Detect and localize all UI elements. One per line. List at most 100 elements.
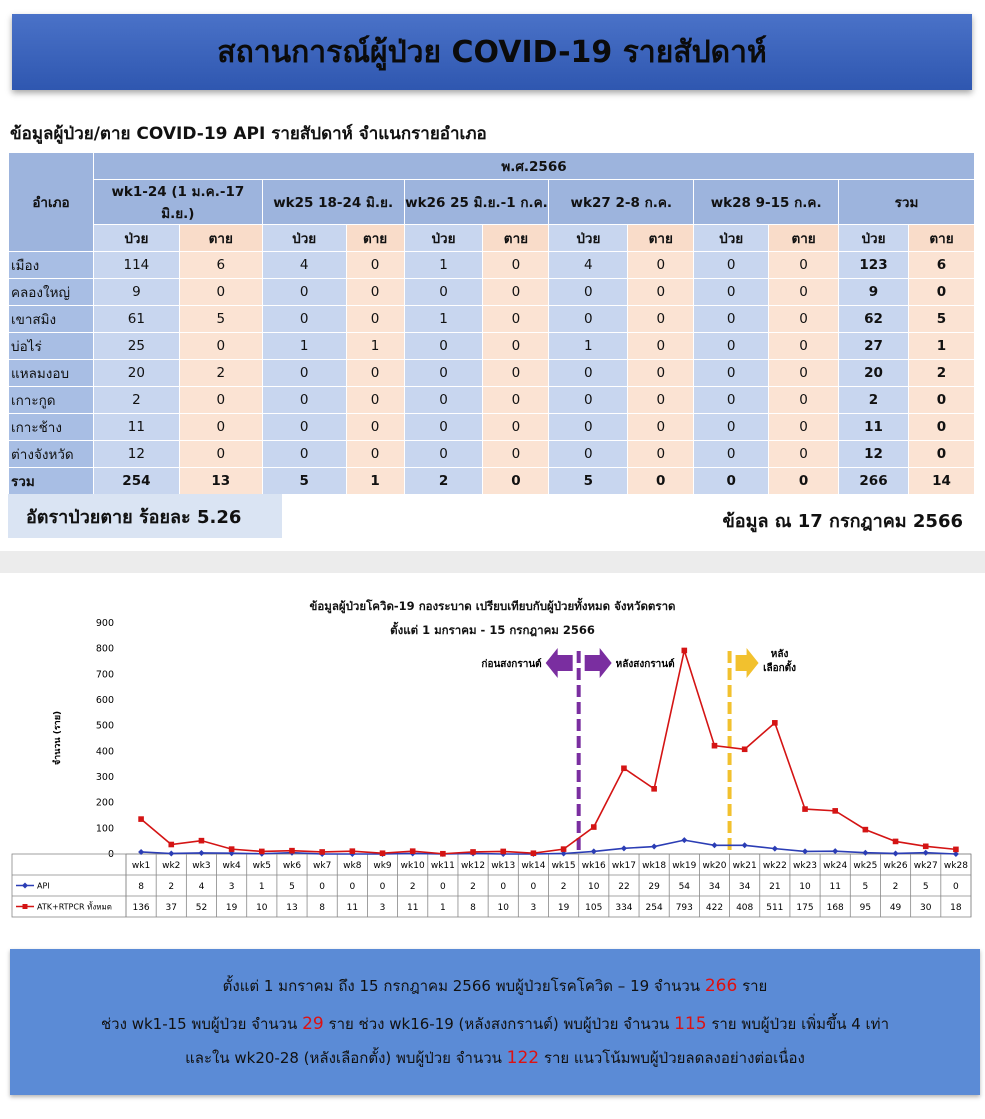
data-table-value: 5	[289, 882, 295, 892]
data-table-value: 11	[829, 882, 840, 892]
data-table-value: 136	[132, 903, 149, 913]
district-name: คลองใหญ่	[8, 278, 94, 306]
table-cell: 0	[693, 413, 770, 441]
x-tick-label: wk14	[521, 861, 545, 871]
x-tick-label: wk7	[313, 861, 331, 871]
table-cell: 0	[482, 386, 550, 414]
data-point	[862, 826, 869, 833]
district-name: เกาะกูด	[8, 386, 94, 414]
data-table-value: 0	[349, 882, 355, 892]
data-table-value: 5	[863, 882, 869, 892]
table-cell: 0	[693, 440, 770, 468]
data-table-value: 254	[646, 903, 663, 913]
x-tick-label: wk22	[763, 861, 787, 871]
data-table-value: 30	[920, 903, 932, 913]
table-cell: 254	[92, 467, 180, 495]
x-tick-label: wk21	[733, 861, 757, 871]
dead-header: ตาย	[345, 224, 405, 252]
data-point	[651, 843, 658, 850]
data-table-value: 34	[739, 882, 751, 892]
x-tick-label: wk24	[823, 861, 847, 871]
district-name: แหลมงอบ	[8, 359, 94, 387]
x-tick-label: wk1	[132, 861, 150, 871]
left-arrow-icon	[545, 648, 573, 678]
data-table-value: 1	[259, 882, 265, 892]
table-cell: 1	[548, 332, 629, 360]
data-point	[228, 846, 235, 852]
dead-header: ตาย	[627, 224, 695, 252]
data-table-value: 0	[319, 882, 325, 892]
table-cell: 0	[548, 305, 629, 333]
data-table-value: 13	[286, 903, 297, 913]
x-tick-label: wk13	[491, 861, 515, 871]
table-cell: 11	[92, 413, 180, 441]
year-header: พ.ศ.2566	[92, 152, 976, 180]
data-point	[289, 847, 295, 854]
x-tick-label: wk16	[582, 861, 606, 871]
table-cell: 0	[768, 251, 840, 279]
table-caption: ข้อมูลผู้ป่วย/ตาย COVID-19 API รายสัปดาห…	[10, 124, 487, 144]
table-cell: 0	[482, 251, 550, 279]
district-header: อำเภอ	[8, 152, 94, 252]
y-tick-label: 200	[96, 798, 114, 809]
table-cell: 0	[345, 278, 405, 306]
table-cell: 0	[768, 413, 840, 441]
data-point	[198, 837, 205, 844]
data-point	[802, 848, 809, 855]
data-table-value: 3	[229, 882, 235, 892]
data-point	[772, 720, 778, 726]
data-point	[228, 850, 235, 857]
table-cell: 0	[548, 440, 629, 468]
x-tick-label: wk18	[642, 861, 666, 871]
data-point	[802, 806, 808, 812]
before-songkran-label: ก่อนสงกรานต์	[481, 658, 541, 670]
data-table-value: 1	[440, 903, 446, 913]
table-cell: 9	[92, 278, 180, 306]
y-tick-label: 300	[96, 772, 114, 783]
table-row: เขาสมิง 61 5 0 0 1 0 0 0 0 0 62 5	[8, 305, 976, 333]
data-table-value: 54	[679, 882, 691, 892]
table-cell: 2	[92, 386, 180, 414]
table-cell: 0	[627, 332, 695, 360]
x-tick-label: wk25	[853, 861, 877, 871]
table-cell: 13	[178, 467, 263, 495]
data-table-value: 18	[950, 903, 962, 913]
table-cell: 0	[627, 359, 695, 387]
table-cell: 0	[261, 440, 347, 468]
data-point	[620, 845, 627, 852]
table-cell: 2	[178, 359, 263, 387]
data-table-value: 793	[676, 903, 693, 913]
sick-header: ป่วย	[548, 224, 629, 252]
data-table-value: 3	[380, 903, 386, 913]
fatality-rate: อัตราป่วยตาย ร้อยละ 5.26	[8, 494, 282, 538]
data-table-value: 19	[226, 903, 238, 913]
table-cell: 0	[261, 413, 347, 441]
data-point	[530, 850, 537, 857]
dead-header: ตาย	[178, 224, 263, 252]
table-cell: 11	[838, 413, 909, 441]
table-cell: 0	[768, 332, 840, 360]
data-table-value: 422	[706, 903, 723, 913]
sick-header: ป่วย	[838, 224, 909, 252]
data-point	[892, 838, 899, 845]
table-cell: 0	[693, 386, 770, 414]
table-cell: 0	[768, 359, 840, 387]
x-tick-label: wk6	[283, 861, 302, 871]
table-cell: 0	[178, 413, 263, 441]
table-cell: 25	[92, 332, 180, 360]
chart-area: ข้อมูลผู้ป่วยโควิด-19 กองระบาด เปรียบเที…	[0, 573, 985, 949]
x-tick-label: wk27	[914, 861, 938, 871]
table-cell: 1	[345, 332, 405, 360]
x-tick-label: wk28	[944, 861, 968, 871]
x-tick-label: wk4	[222, 861, 241, 871]
data-point	[319, 849, 325, 855]
data-point	[500, 848, 507, 855]
right-arrow-icon	[584, 648, 612, 678]
district-name: ต่างจังหวัด	[8, 440, 94, 468]
summary-box: ตั้งแต่ 1 มกราคม ถึง 15 กรกฎาคม 2566 พบผ…	[10, 949, 980, 1095]
legend-marker	[22, 904, 28, 909]
table-row: คลองใหญ่ 9 0 0 0 0 0 0 0 0 0 9 0	[8, 278, 976, 306]
data-point	[741, 746, 748, 753]
table-cell: 6	[178, 251, 263, 279]
